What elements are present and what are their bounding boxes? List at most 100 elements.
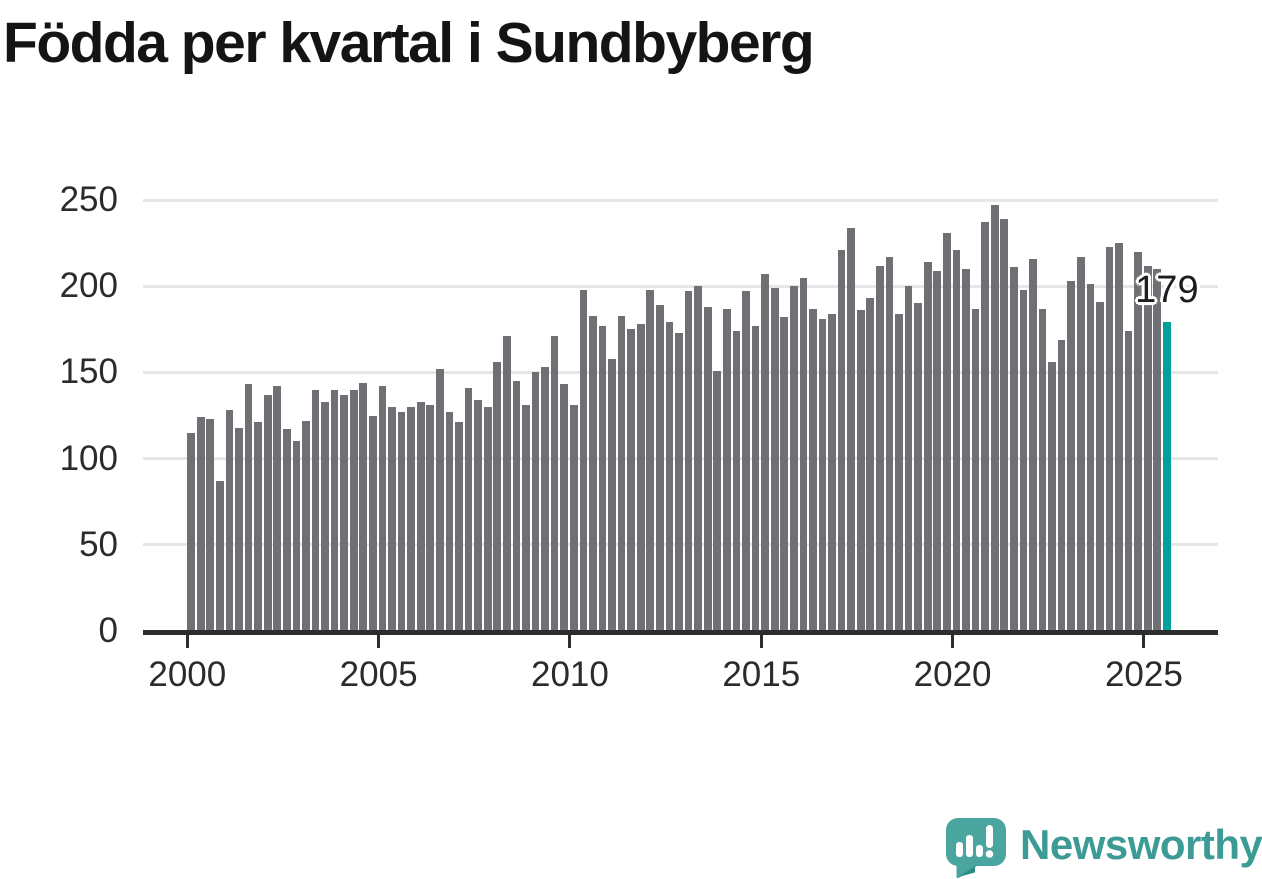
x-axis-label-2005: 2005 xyxy=(339,655,418,694)
x-axis-tick-2010 xyxy=(568,635,572,648)
bar-2010-q4 xyxy=(598,325,607,631)
bar-2015-q1 xyxy=(761,274,769,631)
bar-2002-q2 xyxy=(273,386,282,631)
bar-2025-q1 xyxy=(1143,265,1152,631)
bar-2005-q1 xyxy=(378,386,387,631)
bar-2019-q2 xyxy=(923,262,932,631)
bar-2022-q2 xyxy=(1038,308,1047,631)
newsworthy-brand-text: Newsworthy xyxy=(1020,821,1262,868)
bar-2024-q2 xyxy=(1115,243,1123,631)
bar-2013-q3 xyxy=(703,306,712,631)
bar-2025-q3 xyxy=(1163,322,1171,631)
y-axis-label-0: 0 xyxy=(98,611,118,650)
bar-2004-q3 xyxy=(359,382,368,631)
x-axis-label-2020: 2020 xyxy=(913,655,992,694)
bar-2002-q4 xyxy=(292,441,301,631)
bar-2011-q1 xyxy=(608,358,616,631)
bar-2010-q2 xyxy=(579,289,588,631)
bar-2014-q2 xyxy=(732,331,741,631)
bar-2006-q1 xyxy=(416,401,425,631)
bar-2004-q1 xyxy=(340,394,349,631)
y-axis-label-200: 200 xyxy=(59,266,118,306)
bar-2010-q1 xyxy=(569,405,578,631)
bar-2013-q2 xyxy=(694,286,702,631)
bar-2000-q1 xyxy=(187,432,195,631)
bar-2018-q1 xyxy=(876,265,884,631)
bar-2009-q2 xyxy=(541,367,549,631)
bar-2001-q1 xyxy=(225,410,234,631)
gridline-y-250 xyxy=(143,198,1218,202)
bar-2003-q3 xyxy=(321,401,329,631)
bar-2016-q2 xyxy=(809,308,817,631)
x-axis-tick-2000 xyxy=(185,635,189,648)
bar-2019-q4 xyxy=(943,232,951,631)
bar-2020-q4 xyxy=(981,222,989,631)
bar-2004-q2 xyxy=(349,389,358,631)
bar-2023-q3 xyxy=(1086,284,1095,631)
bar-2017-q1 xyxy=(837,249,846,631)
bar-2021-q1 xyxy=(990,205,999,631)
bar-2000-q2 xyxy=(196,417,205,631)
bar-2008-q1 xyxy=(493,362,502,631)
bar-2012-q2 xyxy=(656,305,664,631)
bar-2008-q3 xyxy=(512,381,521,631)
bar-2018-q3 xyxy=(895,313,903,631)
bar-2006-q4 xyxy=(445,412,454,631)
bar-2013-q4 xyxy=(713,370,722,631)
bar-2013-q1 xyxy=(684,291,693,631)
bar-2019-q1 xyxy=(914,303,922,631)
bar-2007-q4 xyxy=(483,406,492,631)
gridline-y-200 xyxy=(143,284,1218,288)
bar-2020-q1 xyxy=(952,249,961,631)
bar-2009-q4 xyxy=(560,384,569,631)
bar-2017-q3 xyxy=(856,310,865,631)
bar-2011-q3 xyxy=(627,329,636,631)
bar-2005-q4 xyxy=(407,406,415,631)
bar-2002-q3 xyxy=(282,429,291,631)
bar-2020-q2 xyxy=(962,268,970,631)
bar-2001-q4 xyxy=(254,422,262,631)
x-axis-label-2015: 2015 xyxy=(722,655,801,694)
x-axis-tick-2005 xyxy=(377,635,381,648)
bar-2021-q2 xyxy=(1000,218,1009,631)
bar-2003-q2 xyxy=(311,389,320,631)
x-axis-tick-2015 xyxy=(759,635,763,648)
newsworthy-bubble-chart-icon xyxy=(946,818,1006,879)
newsworthy-logo[interactable]: Newsworthy xyxy=(944,816,1262,879)
bar-2016-q1 xyxy=(799,277,808,631)
bar-2001-q3 xyxy=(244,384,253,631)
chart-title: Födda per kvartal i Sundbyberg xyxy=(3,11,815,75)
highlight-value-label: 179 xyxy=(1135,269,1199,312)
bar-2011-q2 xyxy=(617,315,626,631)
bar-2007-q3 xyxy=(474,399,482,631)
x-axis-label-2000: 2000 xyxy=(148,655,227,694)
bar-2023-q1 xyxy=(1067,281,1076,631)
bar-2024-q1 xyxy=(1105,246,1114,631)
bar-2010-q3 xyxy=(589,315,597,631)
bar-2012-q3 xyxy=(665,322,674,631)
x-axis-tick-2025 xyxy=(1142,635,1146,648)
x-axis-label-2010: 2010 xyxy=(531,655,609,694)
y-axis-label-100: 100 xyxy=(59,438,118,478)
bar-2014-q3 xyxy=(742,291,750,631)
bar-2025-q2 xyxy=(1153,268,1162,631)
x-axis-tick-2020 xyxy=(951,635,955,648)
bar-2005-q2 xyxy=(388,406,396,631)
bar-2007-q1 xyxy=(455,422,463,631)
bar-2001-q2 xyxy=(235,427,243,631)
bar-2022-q4 xyxy=(1057,339,1066,631)
bar-2006-q2 xyxy=(426,405,435,631)
bar-2021-q4 xyxy=(1019,289,1028,631)
bar-2015-q2 xyxy=(770,287,779,631)
bar-2015-q4 xyxy=(789,286,798,631)
bar-2011-q4 xyxy=(636,324,645,631)
bar-2017-q4 xyxy=(866,298,875,631)
bar-2012-q1 xyxy=(646,289,655,631)
bar-2003-q4 xyxy=(330,389,339,631)
bar-2018-q4 xyxy=(904,286,913,631)
bar-2016-q4 xyxy=(828,313,836,631)
bar-2000-q3 xyxy=(206,418,215,631)
bar-2022-q1 xyxy=(1029,258,1037,631)
bar-2006-q3 xyxy=(436,368,444,631)
